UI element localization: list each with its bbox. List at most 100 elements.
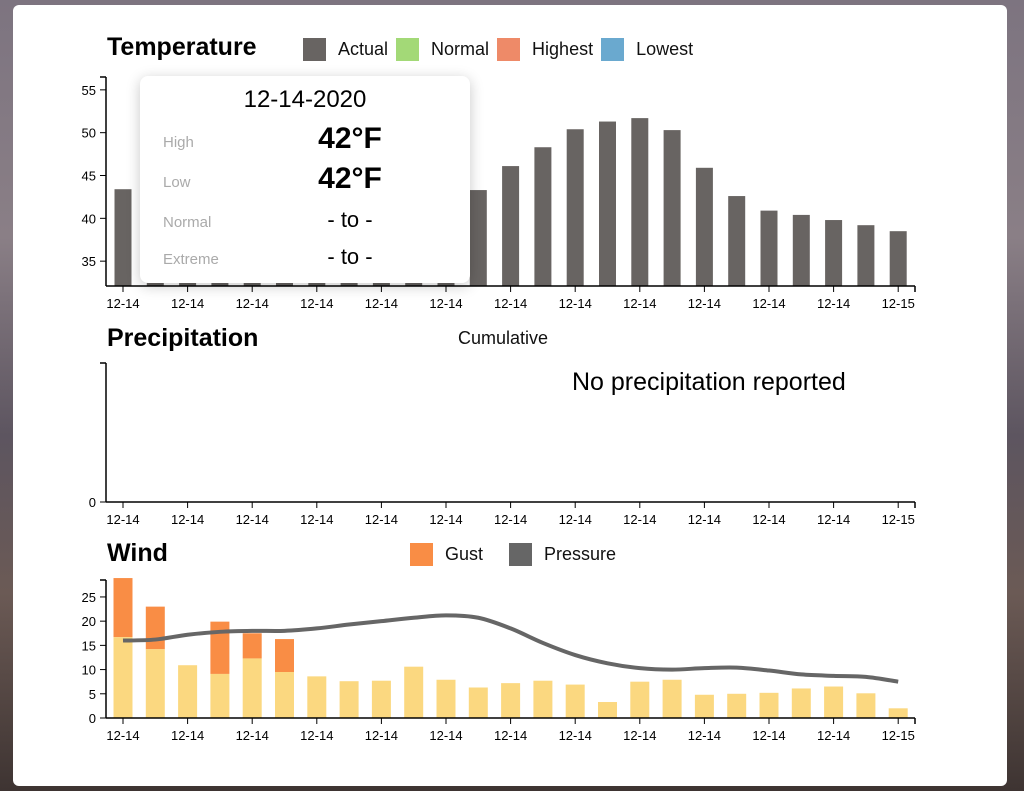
wind-y-tick-label: 10: [82, 663, 96, 678]
temperature-bar: [663, 130, 681, 286]
tooltip-low-label: Low: [163, 174, 191, 191]
wind-y-tick-label: 15: [82, 638, 96, 653]
legend-item-pressure[interactable]: Pressure: [509, 543, 616, 566]
wind-sustained-bar: [339, 681, 359, 718]
wind-sustained-bar: [210, 673, 230, 718]
wind-sustained-bar: [178, 665, 198, 718]
legend-label: Normal: [431, 39, 490, 59]
legend-swatch: [410, 543, 433, 566]
temperature-bar: [889, 231, 907, 286]
wind-sustained-bar: [468, 687, 488, 718]
legend-item-normal[interactable]: Normal: [396, 38, 489, 61]
temperature-x-tick-label: 12-14: [623, 296, 656, 311]
precipitation-legend-cumulative[interactable]: Cumulative: [458, 328, 548, 349]
precipitation-x-tick-label: 12-14: [559, 512, 592, 527]
temperature-bar: [469, 190, 487, 286]
tooltip-normal-label: Normal: [163, 214, 212, 231]
precipitation-y-tick-label: 0: [89, 495, 96, 510]
tooltip-high-label: High: [163, 134, 194, 151]
wind-x-tick-label: 12-14: [236, 728, 269, 743]
temperature-bar: [534, 147, 552, 286]
temperature-bar: [695, 167, 713, 286]
wind-sustained-bar: [694, 694, 714, 718]
wind-gust-bar: [210, 621, 230, 674]
wind-x-tick-label: 12-14: [494, 728, 527, 743]
wind-sustained-bar: [307, 676, 327, 718]
legend-label: Cumulative: [458, 328, 549, 348]
temperature-bar: [792, 214, 810, 286]
wind-sustained-bar: [275, 672, 294, 718]
wind-gust-bar: [145, 606, 165, 650]
precipitation-x-tick-label: 12-14: [688, 512, 721, 527]
legend-label: Pressure: [544, 544, 617, 564]
wind-x-tick-label: 12-14: [171, 728, 204, 743]
precipitation-x-tick-label: 12-15: [882, 512, 915, 527]
tooltip-date: 12-14-2020: [243, 86, 367, 113]
temperature-x-tick-label: 12-14: [688, 296, 721, 311]
legend-label: Actual: [338, 39, 389, 59]
tooltip-low-value: 42°F: [318, 162, 382, 195]
temperature-x-tick-label: 12-14: [106, 296, 139, 311]
precipitation-x-tick-label: 12-14: [494, 512, 527, 527]
tooltip: 12-14-2020 High 42°F Low 42°F Normal - t…: [140, 76, 470, 283]
precipitation-x-tick-label: 12-14: [236, 512, 269, 527]
wind-x-tick-label: 12-14: [429, 728, 462, 743]
legend-item-gust[interactable]: Gust: [410, 543, 483, 566]
temperature-y-tick-label: 45: [82, 169, 96, 184]
legend-label: Lowest: [636, 39, 694, 59]
wind-x-tick-label: 12-14: [623, 728, 656, 743]
wind-sustained-bar: [662, 679, 682, 718]
temperature-x-tick-label: 12-14: [559, 296, 592, 311]
legend-swatch: [601, 38, 625, 61]
wind-x-tick-label: 12-14: [106, 728, 139, 743]
legend-swatch: [303, 38, 326, 61]
temperature-bar: [631, 118, 649, 287]
legend-label: Highest: [532, 39, 594, 59]
wind-sustained-bar: [242, 658, 262, 718]
temperature-y-tick-label: 55: [82, 83, 96, 98]
legend-label: Gust: [445, 544, 484, 564]
wind-x-tick-label: 12-14: [688, 728, 721, 743]
wind-legend: Gust Pressure: [410, 543, 624, 566]
legend-item-lowest[interactable]: Lowest: [601, 38, 693, 61]
temperature-y-tick-label: 50: [82, 126, 96, 141]
temperature-bar: [825, 220, 843, 286]
temperature-x-tick-label: 12-14: [236, 296, 269, 311]
temperature-x-tick-label: 12-15: [882, 296, 915, 311]
wind-x-tick-label: 12-14: [559, 728, 592, 743]
precipitation-x-tick-label: 12-14: [106, 512, 139, 527]
temperature-bar: [760, 210, 778, 286]
temperature-bar: [114, 189, 132, 286]
temperature-x-tick-label: 12-14: [429, 296, 462, 311]
temperature-bar: [502, 166, 520, 286]
wind-sustained-bar: [759, 692, 779, 718]
wind-sustained-bar: [630, 681, 650, 718]
wind-sustained-bar: [598, 702, 617, 718]
wind-title: Wind: [107, 539, 168, 567]
wind-sustained-bar: [404, 666, 424, 718]
wind-y-tick-label: 0: [89, 711, 96, 726]
wind-sustained-bar: [113, 637, 133, 718]
no-precipitation-message: No precipitation reported: [572, 368, 846, 396]
tooltip-normal-value: - to -: [327, 207, 373, 232]
precipitation-x-tick-label: 12-14: [300, 512, 333, 527]
temperature-x-tick-label: 12-14: [171, 296, 204, 311]
wind-sustained-bar: [533, 680, 553, 718]
legend-item-highest[interactable]: Highest: [497, 38, 593, 61]
legend-item-actual[interactable]: Actual: [303, 38, 388, 61]
temperature-x-tick-label: 12-14: [494, 296, 527, 311]
temperature-bar: [566, 129, 584, 286]
wind-sustained-bar: [727, 693, 747, 718]
wind-gust-bar: [113, 578, 133, 638]
legend-swatch: [396, 38, 420, 61]
temperature-y-tick-label: 35: [82, 254, 96, 269]
precipitation-title: Precipitation: [107, 324, 259, 352]
temperature-x-tick-label: 12-14: [752, 296, 785, 311]
tooltip-high-value: 42°F: [318, 122, 382, 155]
tooltip-extreme-label: Extreme: [163, 251, 219, 268]
temperature-bar: [857, 225, 875, 286]
wind-x-tick-label: 12-14: [300, 728, 333, 743]
precipitation-x-tick-label: 12-14: [752, 512, 785, 527]
precipitation-x-tick-label: 12-14: [623, 512, 656, 527]
temperature-legend: Actual Normal Highest Lowest: [303, 38, 701, 61]
